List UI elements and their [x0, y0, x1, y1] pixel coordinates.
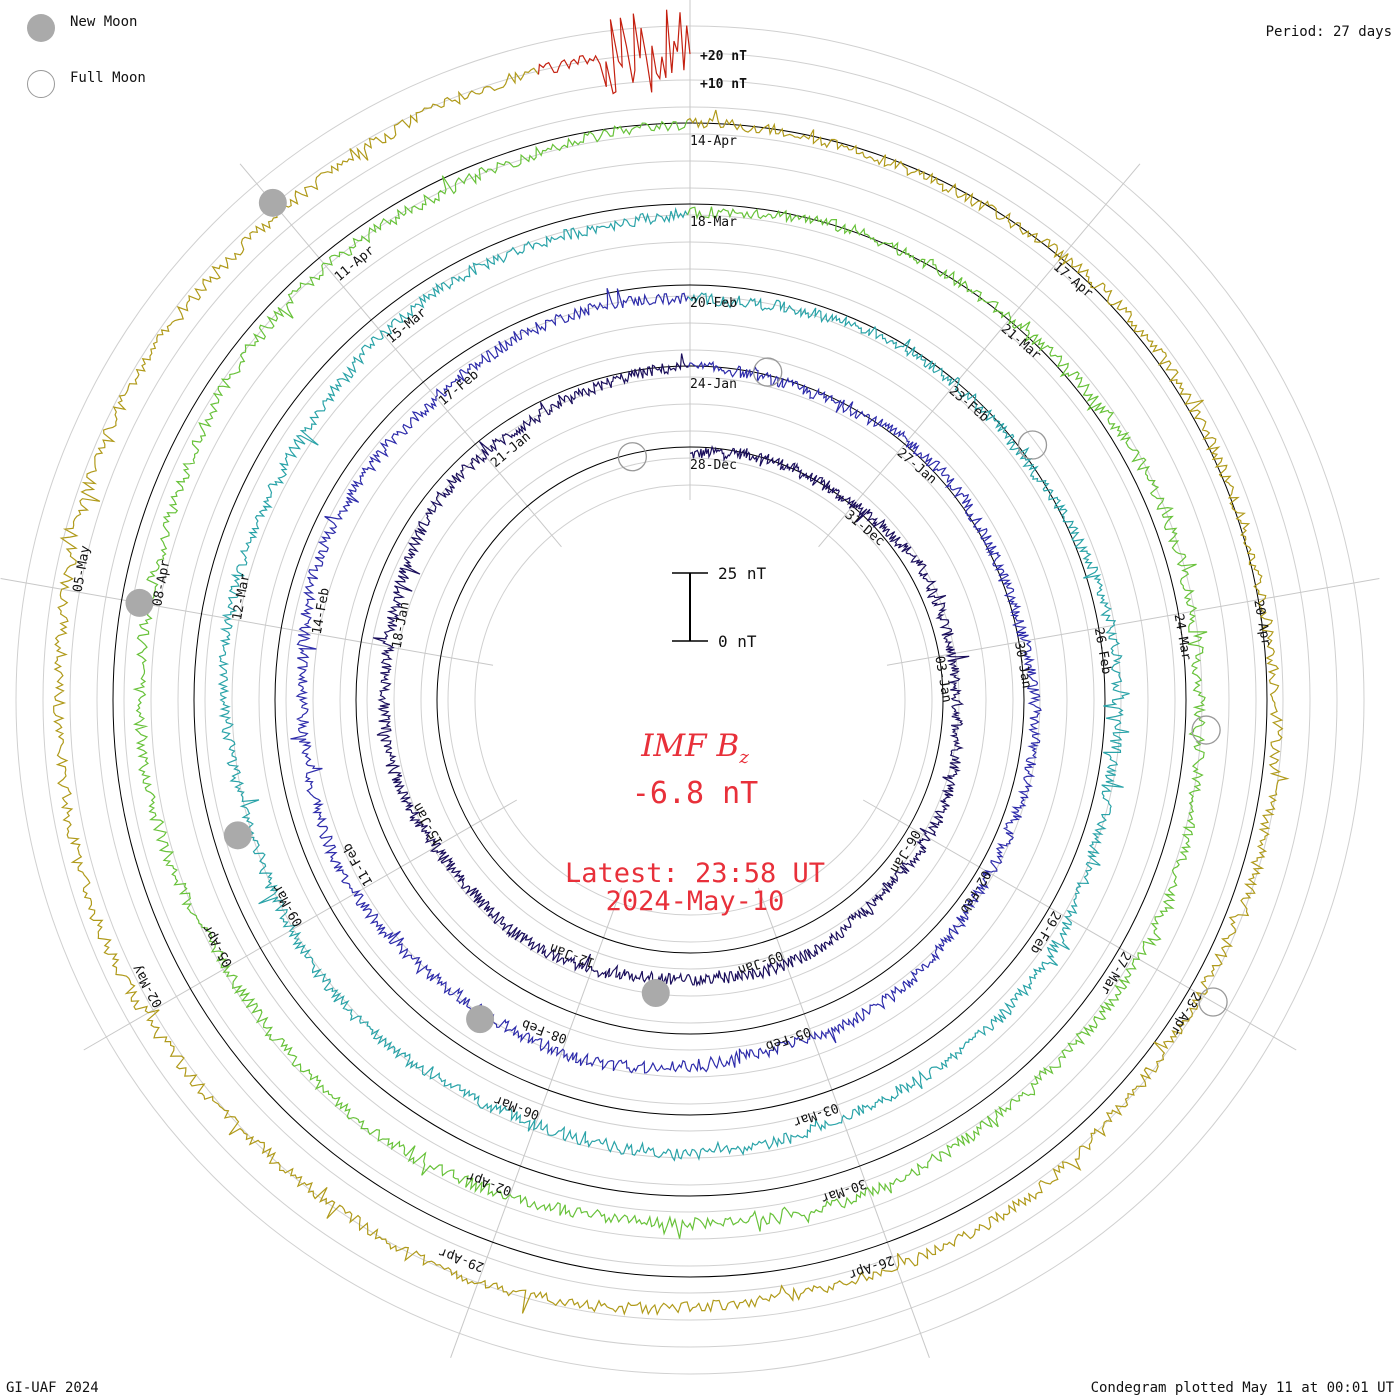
moon-markers — [125, 188, 1228, 1034]
ring-reference-circle — [274, 284, 1106, 1116]
quantity-title: IMF Bz — [500, 728, 890, 768]
current-value: -6.8 nT — [631, 776, 759, 811]
ring-reference-circle — [436, 446, 944, 954]
ring-reference-circle — [355, 365, 1025, 1035]
date-label: 12-Jan — [548, 940, 597, 970]
date-label: 05-Apr — [200, 921, 237, 969]
new-moon-marker — [466, 1005, 495, 1034]
grid-spoke — [862, 799, 1297, 1051]
scale-bar — [672, 572, 708, 642]
date-label: 08-Feb — [520, 1016, 569, 1046]
date-label: 15-Jan — [410, 800, 446, 848]
spike-label-20: +20 nT — [700, 49, 747, 64]
grid-spoke — [0, 577, 494, 666]
date-label: 23-Feb — [946, 384, 992, 426]
date-label: 11-Apr — [332, 243, 378, 285]
scale-bottom-label: 0 nT — [718, 632, 757, 651]
date-label: 05-Feb — [763, 1023, 812, 1053]
legend-new-moon-label: New Moon — [70, 14, 138, 30]
latest-date: 2024-May-10 — [605, 886, 785, 917]
new-moon-marker — [258, 188, 287, 217]
full-moon-marker — [617, 442, 647, 472]
radial-grid — [0, 0, 1380, 1375]
grid-spoke — [450, 887, 623, 1358]
scale-top-label: 25 nT — [718, 564, 767, 583]
new-moon-icon — [27, 14, 55, 42]
new-moon-marker — [223, 821, 252, 850]
grid-circle — [474, 484, 906, 916]
date-label: 26-Apr — [846, 1252, 895, 1282]
new-moon-marker — [125, 588, 154, 617]
legend-full-moon-label: Full Moon — [70, 70, 146, 86]
date-label: 05-May — [71, 544, 94, 593]
date-label: 11-Feb — [340, 840, 377, 888]
credit-label: GI-UAF 2024 — [6, 1380, 99, 1396]
date-label: 30-Mar — [819, 1175, 868, 1205]
data-traces — [53, 9, 1290, 1316]
bz-trace — [537, 9, 691, 95]
ring-reference-circle — [193, 203, 1187, 1197]
latest-time: Latest: 23:58 UT — [564, 858, 826, 889]
bz-trace — [373, 353, 970, 988]
new-moon-marker — [641, 979, 670, 1008]
grid-spoke — [818, 163, 1141, 548]
bz-trace — [217, 206, 1130, 1162]
full-moon-icon — [27, 70, 55, 98]
date-label: 08-Apr — [150, 559, 173, 608]
full-moon-marker — [753, 357, 783, 387]
date-label: 24-Mar — [1171, 613, 1194, 662]
ring-reference-circle — [112, 122, 1268, 1278]
date-labels: 28-Dec31-Dec03-Jan06-Jan09-Jan12-Jan15-J… — [71, 134, 1274, 1282]
date-label: 12-Mar — [230, 572, 253, 621]
date-label: 27-Jan — [894, 446, 940, 488]
bz-trace — [132, 119, 1208, 1239]
plotted-label: Condegram plotted May 11 at 00:01 UT — [1090, 1380, 1394, 1396]
grid-spoke — [757, 887, 930, 1358]
date-label: 18-Mar — [690, 215, 737, 230]
full-moon-marker — [1198, 987, 1228, 1017]
quantity-name: IMF B — [641, 728, 740, 764]
date-label: 24-Jan — [690, 377, 737, 392]
date-label: 09-Mar — [270, 881, 307, 929]
bz-trace — [290, 288, 1042, 1074]
spike-label-10: +10 nT — [700, 77, 747, 92]
date-label: 20-Feb — [690, 296, 737, 311]
date-label: 14-Apr — [690, 134, 737, 149]
date-label: 14-Feb — [310, 587, 333, 636]
period-label: Period: 27 days — [1265, 24, 1392, 40]
grid-spoke — [239, 163, 562, 548]
grid-spoke — [83, 799, 518, 1051]
grid-spoke — [886, 577, 1380, 666]
date-label: 03-Jan — [931, 655, 954, 704]
full-moon-marker — [1191, 715, 1221, 745]
bz-trace — [53, 67, 1290, 1316]
quantity-subscript: z — [739, 747, 749, 769]
date-label: 26-Feb — [1091, 627, 1114, 676]
date-label: 20-Apr — [1250, 599, 1273, 648]
full-moon-marker — [1017, 430, 1048, 460]
date-label: 28-Dec — [690, 458, 737, 473]
